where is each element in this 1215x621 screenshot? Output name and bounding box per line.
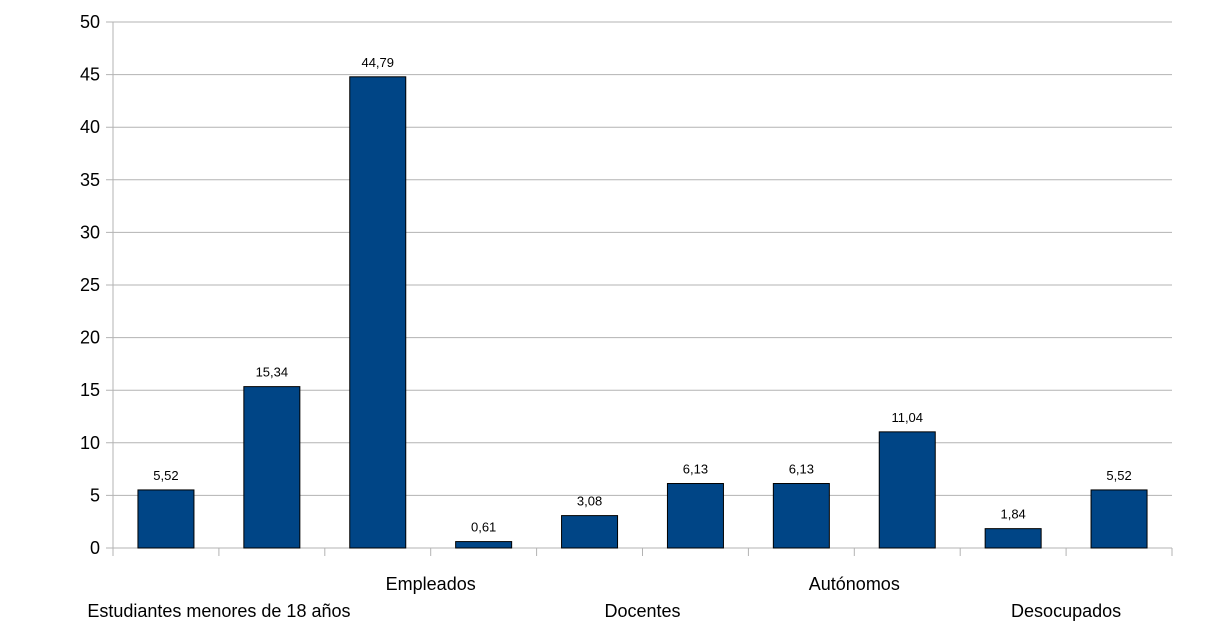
labels: 0 5 10 15 20 25 30 35 40 45 50 5,52 15,34 44,79 0,61 3,…	[80, 12, 1132, 621]
y-tick-label: 35	[80, 170, 100, 190]
x-category-label: Docentes	[604, 601, 680, 621]
y-tick-label: 10	[80, 433, 100, 453]
y-tick-label: 45	[80, 65, 100, 85]
bar	[561, 515, 619, 549]
data-label: 5,52	[1106, 468, 1131, 483]
bar	[137, 489, 195, 549]
y-tick-label: 30	[80, 222, 100, 242]
y-tick-label: 5	[90, 485, 100, 505]
data-label: 1,84	[1000, 507, 1025, 522]
data-label: 11,04	[891, 410, 923, 425]
bar	[772, 483, 830, 549]
x-category-label: Estudiantes menores de 18 años	[87, 601, 350, 621]
data-label: 0,61	[471, 520, 496, 535]
data-label: 3,08	[577, 494, 602, 509]
y-tick-label: 20	[80, 328, 100, 348]
data-label: 5,52	[153, 468, 178, 483]
bar	[243, 386, 301, 549]
bar	[1090, 489, 1148, 549]
bar	[984, 528, 1042, 549]
x-category-label: Empleados	[386, 574, 476, 594]
bar	[878, 431, 936, 549]
x-category-label: Autónomos	[809, 574, 900, 594]
data-label: 15,34	[256, 365, 289, 380]
y-tick-label: 40	[80, 117, 100, 137]
data-label: 44,79	[361, 55, 394, 70]
axes	[112, 22, 1173, 556]
y-tick-label: 50	[80, 12, 100, 32]
x-category-label: Desocupados	[1011, 601, 1121, 621]
data-label: 6,13	[683, 462, 708, 477]
data-label: 6,13	[789, 462, 814, 477]
bars	[137, 76, 1148, 549]
y-tick-label: 15	[80, 380, 100, 400]
y-tick-label: 25	[80, 275, 100, 295]
bar	[666, 483, 724, 549]
bar	[455, 541, 513, 549]
bar	[349, 76, 407, 549]
y-tick-label: 0	[90, 538, 100, 558]
